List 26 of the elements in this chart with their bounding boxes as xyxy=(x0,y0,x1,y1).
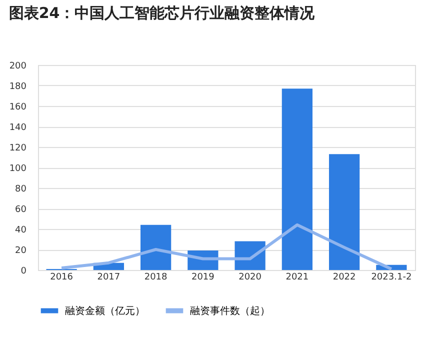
y-tick-label: 0 xyxy=(20,266,27,276)
y-tick-label: 120 xyxy=(9,144,27,154)
y-tick-label: 20 xyxy=(15,246,27,256)
x-tick-label: 2021 xyxy=(286,272,309,282)
y-tick-label: 200 xyxy=(9,62,27,72)
chart-title: 图表24：中国人工智能芯片行业融资整体情况 xyxy=(8,4,316,22)
x-tick-label: 2019 xyxy=(191,272,215,282)
y-tick-label: 60 xyxy=(15,205,27,215)
x-tick-label: 2017 xyxy=(97,272,120,282)
x-tick-label: 2022 xyxy=(332,272,356,282)
x-tick-label: 2016 xyxy=(50,272,74,282)
y-tick-label: 40 xyxy=(15,226,27,236)
y-tick-label: 180 xyxy=(9,82,27,92)
x-tick-label: 2023.1-2 xyxy=(371,272,412,282)
y-tick-label: 140 xyxy=(9,123,27,133)
y-tick-label: 80 xyxy=(15,184,27,194)
y-tick-label: 100 xyxy=(9,164,27,174)
bar xyxy=(282,88,313,270)
line-series xyxy=(60,223,393,270)
x-tick-label: 2018 xyxy=(144,272,168,282)
bar xyxy=(328,154,360,270)
legend-label: 融资金额（亿元） xyxy=(65,304,145,317)
y-tick-label: 160 xyxy=(9,102,27,112)
legend-label: 融资事件数（起） xyxy=(190,304,270,317)
bar xyxy=(140,224,172,270)
x-tick-label: 2020 xyxy=(238,272,262,282)
